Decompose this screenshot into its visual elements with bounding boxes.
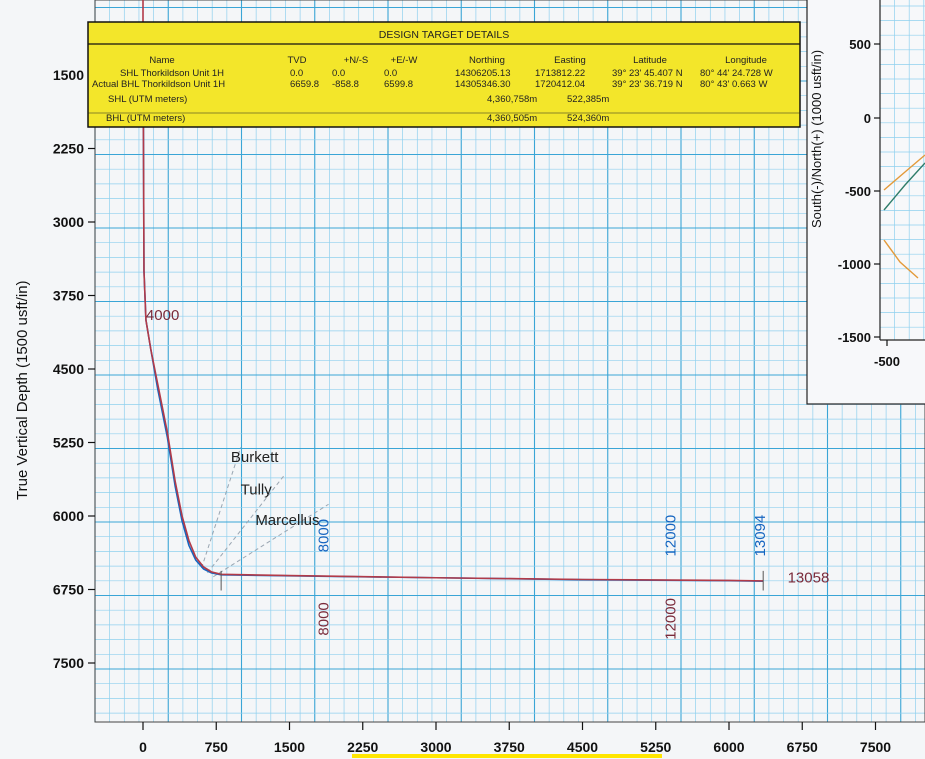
inset-y-axis-label: South(-)/North(+) (1000 usft/in) xyxy=(809,50,824,228)
table-header: Easting xyxy=(554,55,586,66)
x-tick-label: 3000 xyxy=(420,739,451,755)
table-header: Name xyxy=(149,55,174,66)
md-label-design: 13058 xyxy=(788,570,830,587)
formation-line xyxy=(201,447,242,569)
y-tick-label: 5250 xyxy=(53,435,84,451)
x-tick-label: 1500 xyxy=(274,739,305,755)
formation-line xyxy=(213,503,329,578)
table-header: TVD xyxy=(288,55,307,66)
y-tick-label: 7500 xyxy=(53,655,84,671)
table-cell: -858.8 xyxy=(332,79,359,90)
table-cell: 6599.8 xyxy=(384,79,413,90)
inset-y-tick-label: 0 xyxy=(864,111,871,126)
table-header: +E/-W xyxy=(391,55,418,66)
table-cell: 14305346.30 xyxy=(455,79,510,90)
design-wellpath-line xyxy=(142,25,764,582)
formation-label: Marcellus xyxy=(255,512,319,529)
inset-line-orange-2 xyxy=(883,239,919,279)
x-tick-label: 6000 xyxy=(713,739,744,755)
x-tick-label: 7500 xyxy=(860,739,891,755)
highlight-bar xyxy=(352,754,662,758)
table-cell: SHL Thorkildson Unit 1H xyxy=(120,68,224,79)
plot-border xyxy=(94,0,925,723)
table-cell: 14306205.13 xyxy=(455,68,510,79)
md-label-design: 8000 xyxy=(316,602,333,635)
md-label-actual: 8000 xyxy=(316,519,333,552)
design-target-table: DESIGN TARGET DETAILS Name TVD +N/-S +E/-W N… xyxy=(87,21,801,128)
table-header: Northing xyxy=(469,55,505,66)
md-label-actual: 12000 xyxy=(662,515,679,557)
utm-label: SHL (UTM meters) xyxy=(108,94,187,105)
y-tick-label: 4500 xyxy=(53,361,84,377)
table-title: DESIGN TARGET DETAILS xyxy=(379,29,510,41)
table-cell: Actual BHL Thorkildson Unit 1H xyxy=(92,79,225,90)
table-cell: 0.0 xyxy=(290,68,303,79)
table-header: Longitude xyxy=(725,55,767,66)
table-cell: 1720412.04 xyxy=(535,79,585,90)
utm-northing: 4,360,505m xyxy=(487,113,537,124)
table-header: +N/-S xyxy=(344,55,369,66)
table-cell: 0.0 xyxy=(384,68,397,79)
inset-y-tick-label: -1500 xyxy=(838,330,871,345)
inset-y-tick-label: -500 xyxy=(845,184,871,199)
inset-line-green xyxy=(883,162,925,211)
utm-easting: 522,385m xyxy=(567,94,609,105)
y-tick-labels: 1500 2250 3000 3750 4500 5250 6000 6750 7500 xyxy=(53,67,95,671)
table-cell: 1713812.22 xyxy=(535,68,585,79)
x-tick-label: 0 xyxy=(139,739,147,755)
inset-line-orange xyxy=(883,154,925,191)
table-cell: 80° 44' 24.728 W xyxy=(700,68,773,79)
y-tick-label: 2250 xyxy=(53,141,84,157)
formation-label: Burkett xyxy=(231,449,279,466)
utm-label: BHL (UTM meters) xyxy=(106,113,185,124)
x-tick-label: 3750 xyxy=(494,739,525,755)
y-tick-label: 6000 xyxy=(53,508,84,524)
utm-easting: 524,360m xyxy=(567,113,609,124)
x-tick-labels: 0 750 1500 2250 3000 3750 4500 5250 6000 6750 7500 xyxy=(139,722,891,755)
inset-series xyxy=(883,154,925,279)
x-tick-label: 750 xyxy=(205,739,229,755)
table-header: Latitude xyxy=(633,55,667,66)
x-tick-label: 5250 xyxy=(640,739,671,755)
inset-grid xyxy=(879,0,925,341)
inset-x-tick-label: -500 xyxy=(874,354,900,369)
md-label-actual: 13094 xyxy=(752,515,769,557)
y-tick-label: 1500 xyxy=(53,67,84,83)
utm-northing: 4,360,758m xyxy=(487,94,537,105)
y-tick-label: 3000 xyxy=(53,214,84,230)
y-tick-label: 3750 xyxy=(53,288,84,304)
table-cell: 6659.8 xyxy=(290,79,319,90)
formation-label: Tully xyxy=(241,481,273,498)
inset-y-tick-label: 500 xyxy=(849,37,871,52)
table-cells: Name TVD +N/-S +E/-W Northing Easting Latitude… xyxy=(92,55,773,124)
inset-y-tick-label: -1000 xyxy=(838,257,871,272)
series-layer xyxy=(142,0,764,591)
formation-lines xyxy=(201,447,329,578)
md-label-design: 4000 xyxy=(146,307,179,324)
x-tick-label: 6750 xyxy=(787,739,818,755)
table-cell: 39° 23' 36.719 N xyxy=(612,79,683,90)
x-tick-label: 2250 xyxy=(347,739,378,755)
y-axis-label: True Vertical Depth (1500 usft/in) xyxy=(14,280,31,500)
x-tick-label: 4500 xyxy=(567,739,598,755)
table-cell: 0.0 xyxy=(332,68,345,79)
md-label-design: 12000 xyxy=(662,598,679,640)
y-tick-label: 6750 xyxy=(53,582,84,598)
table-cell: 80° 43' 0.663 W xyxy=(700,79,767,90)
table-cell: 39° 23' 45.407 N xyxy=(612,68,683,79)
